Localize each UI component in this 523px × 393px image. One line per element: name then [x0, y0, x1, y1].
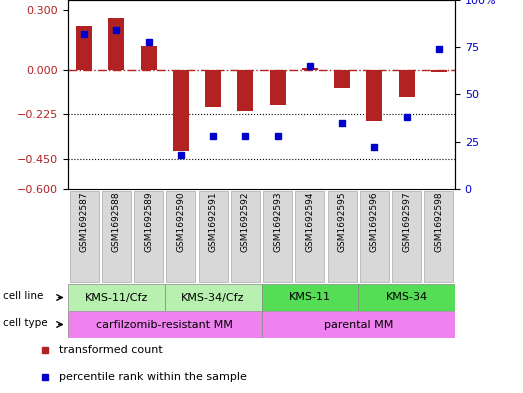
FancyBboxPatch shape [102, 191, 131, 282]
FancyBboxPatch shape [263, 191, 292, 282]
Text: GSM1692591: GSM1692591 [209, 192, 218, 252]
Text: cell line: cell line [4, 291, 44, 301]
FancyBboxPatch shape [424, 191, 453, 282]
Text: percentile rank within the sample: percentile rank within the sample [59, 371, 247, 382]
FancyBboxPatch shape [166, 191, 196, 282]
Text: GSM1692592: GSM1692592 [241, 192, 250, 252]
Bar [108, 18, 124, 70]
FancyBboxPatch shape [358, 284, 455, 311]
FancyBboxPatch shape [134, 191, 163, 282]
FancyBboxPatch shape [68, 311, 262, 338]
Text: parental MM: parental MM [324, 320, 393, 329]
Bar [431, 70, 447, 72]
FancyBboxPatch shape [327, 191, 357, 282]
Text: GSM1692590: GSM1692590 [176, 192, 185, 252]
FancyBboxPatch shape [70, 191, 99, 282]
Text: GSM1692596: GSM1692596 [370, 192, 379, 252]
Text: KMS-34: KMS-34 [385, 292, 428, 303]
FancyBboxPatch shape [262, 284, 358, 311]
Text: GSM1692593: GSM1692593 [273, 192, 282, 252]
Bar [399, 70, 415, 97]
FancyBboxPatch shape [262, 311, 455, 338]
Bar [269, 70, 286, 105]
Bar [237, 70, 254, 111]
Bar [302, 68, 318, 70]
FancyBboxPatch shape [392, 191, 421, 282]
Text: KMS-34/Cfz: KMS-34/Cfz [181, 292, 245, 303]
FancyBboxPatch shape [231, 191, 260, 282]
Text: GSM1692595: GSM1692595 [338, 192, 347, 252]
Text: GSM1692589: GSM1692589 [144, 192, 153, 252]
Text: KMS-11: KMS-11 [289, 292, 331, 303]
Bar [366, 70, 382, 121]
Text: carfilzomib-resistant MM: carfilzomib-resistant MM [96, 320, 233, 329]
Bar [205, 70, 221, 107]
Text: GSM1692588: GSM1692588 [112, 192, 121, 252]
FancyBboxPatch shape [199, 191, 228, 282]
Text: cell type: cell type [4, 318, 48, 328]
Text: GSM1692587: GSM1692587 [79, 192, 88, 252]
Text: GSM1692597: GSM1692597 [402, 192, 411, 252]
FancyBboxPatch shape [295, 191, 324, 282]
Bar [141, 46, 157, 70]
Bar [76, 26, 92, 70]
Text: GSM1692598: GSM1692598 [435, 192, 444, 252]
FancyBboxPatch shape [68, 284, 165, 311]
FancyBboxPatch shape [360, 191, 389, 282]
Bar [334, 70, 350, 88]
FancyBboxPatch shape [165, 284, 262, 311]
Text: KMS-11/Cfz: KMS-11/Cfz [85, 292, 148, 303]
Text: GSM1692594: GSM1692594 [305, 192, 314, 252]
Bar [173, 70, 189, 151]
Text: transformed count: transformed count [59, 345, 163, 355]
